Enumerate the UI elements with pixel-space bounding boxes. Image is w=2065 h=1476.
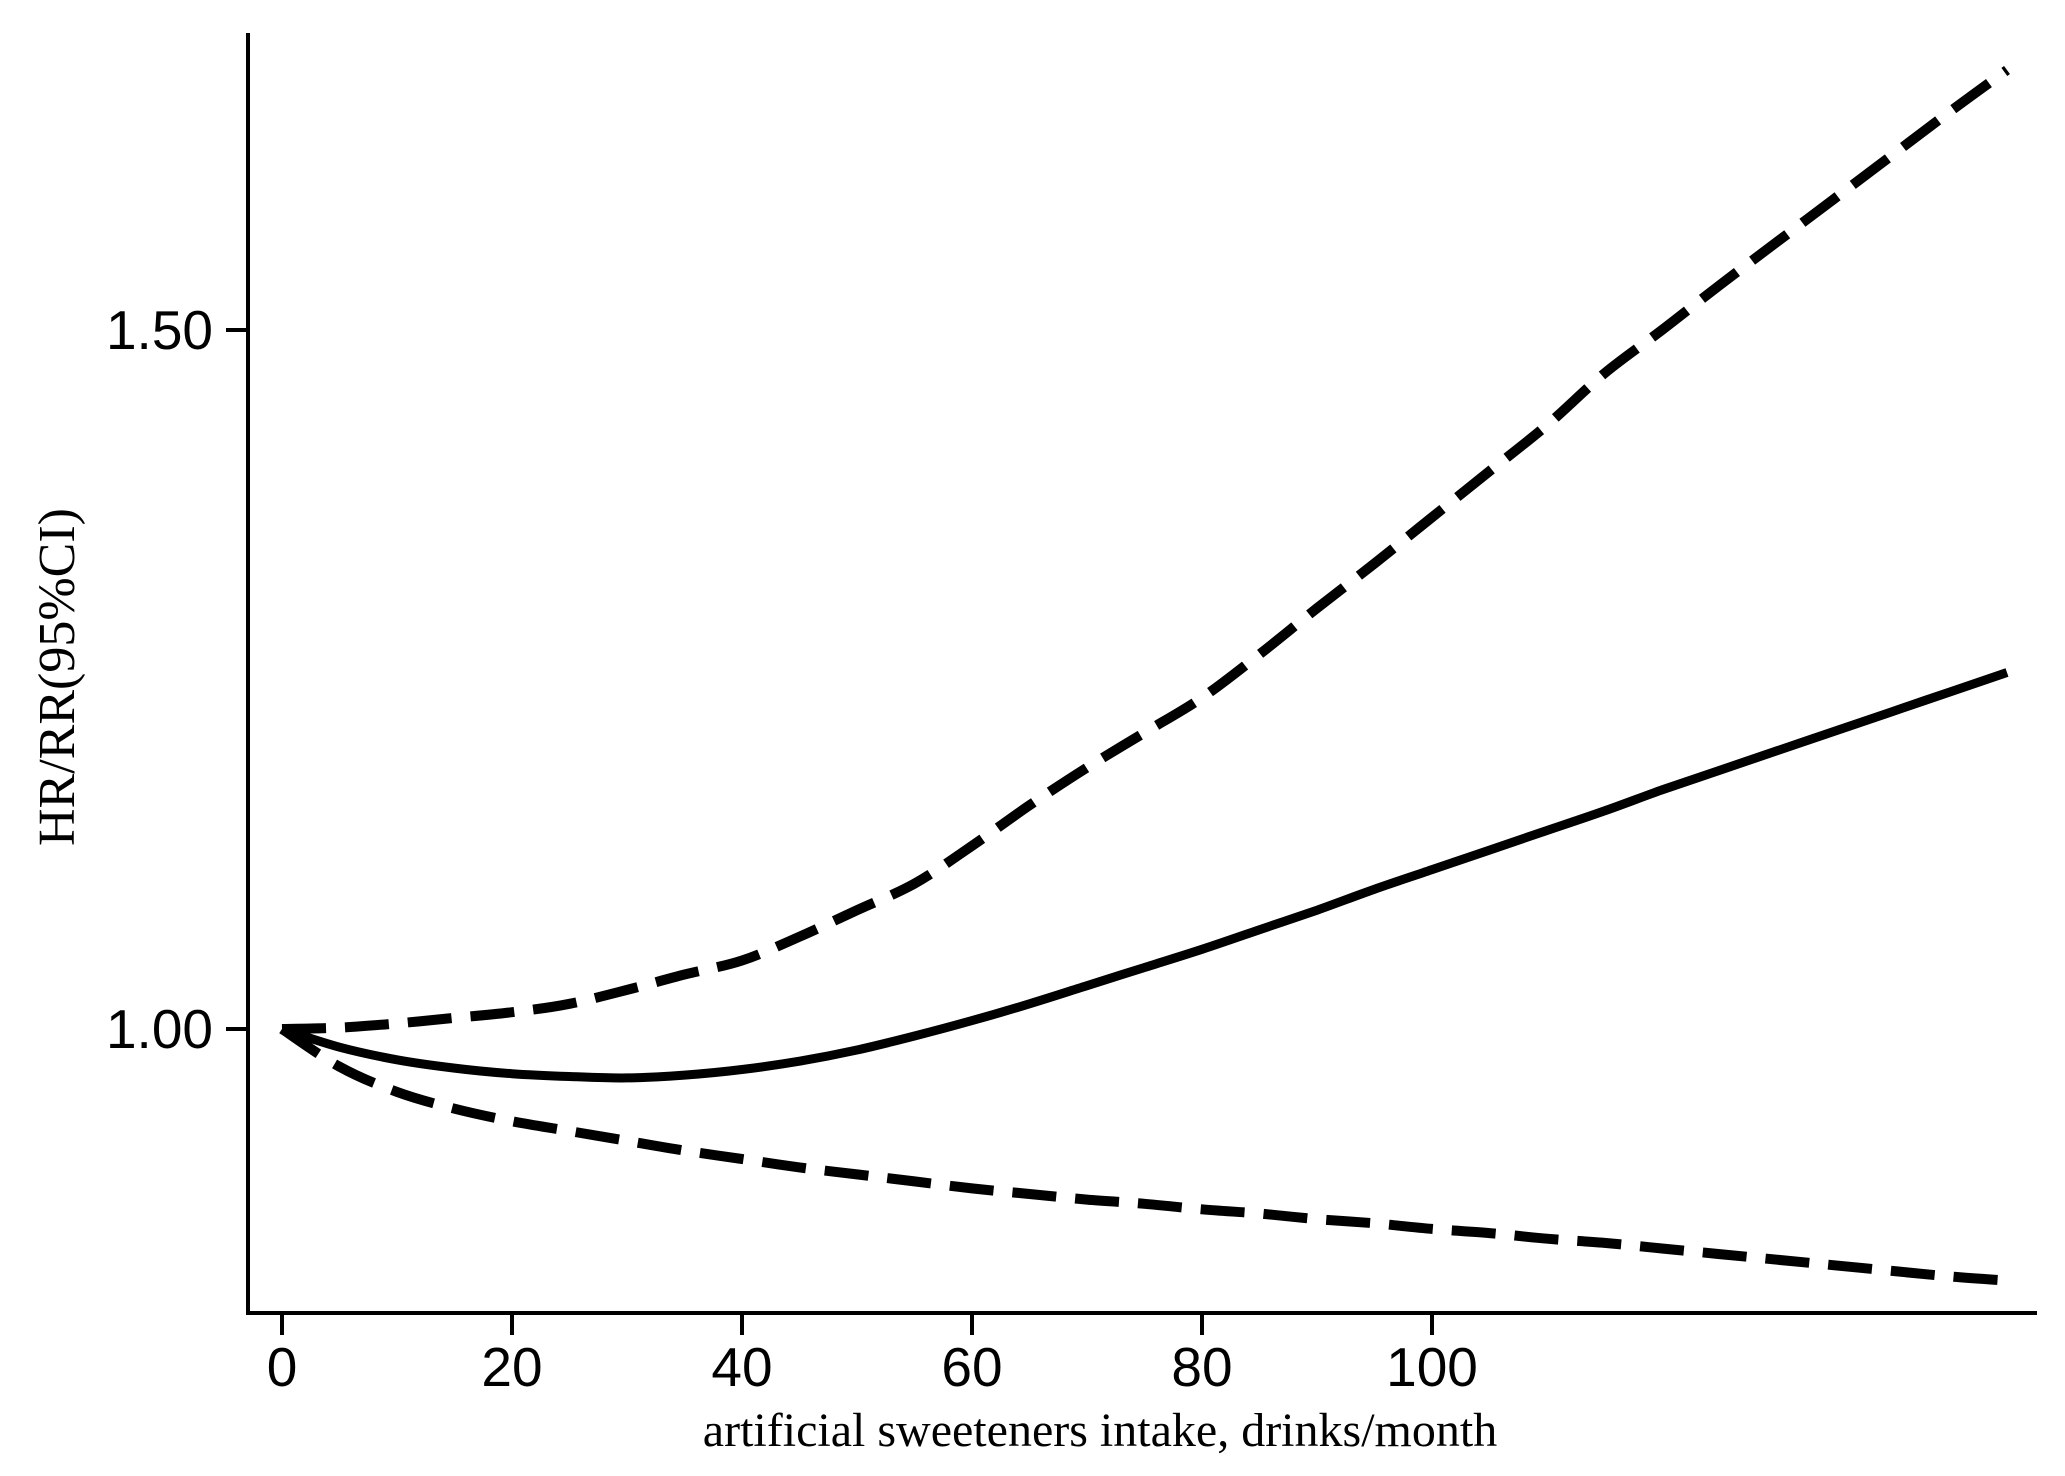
lower-ci-line <box>279 1024 2008 1286</box>
axes <box>246 33 2037 1315</box>
x-tick-label: 80 <box>1171 1336 1232 1398</box>
upper-ci-line <box>281 65 2010 1034</box>
y-tick-label: 1.50 <box>106 299 213 361</box>
x-tick-label: 60 <box>941 1336 1002 1398</box>
y-tick-label: 1.00 <box>106 998 213 1060</box>
x-tick-label: 0 <box>267 1336 298 1398</box>
x-axis-title: artificial sweeteners intake, drinks/mon… <box>703 1404 1497 1457</box>
x-tick-label: 100 <box>1386 1336 1478 1398</box>
ticks-layer: 0 20 40 60 80 100 1.00 1.50 <box>106 299 1478 1398</box>
y-axis-title: HR/RR(95%CI) <box>29 508 86 846</box>
series-layer <box>279 65 2010 1286</box>
x-tick-label: 20 <box>481 1336 542 1398</box>
x-tick-label: 40 <box>711 1336 772 1398</box>
estimate-line <box>280 668 2009 1083</box>
